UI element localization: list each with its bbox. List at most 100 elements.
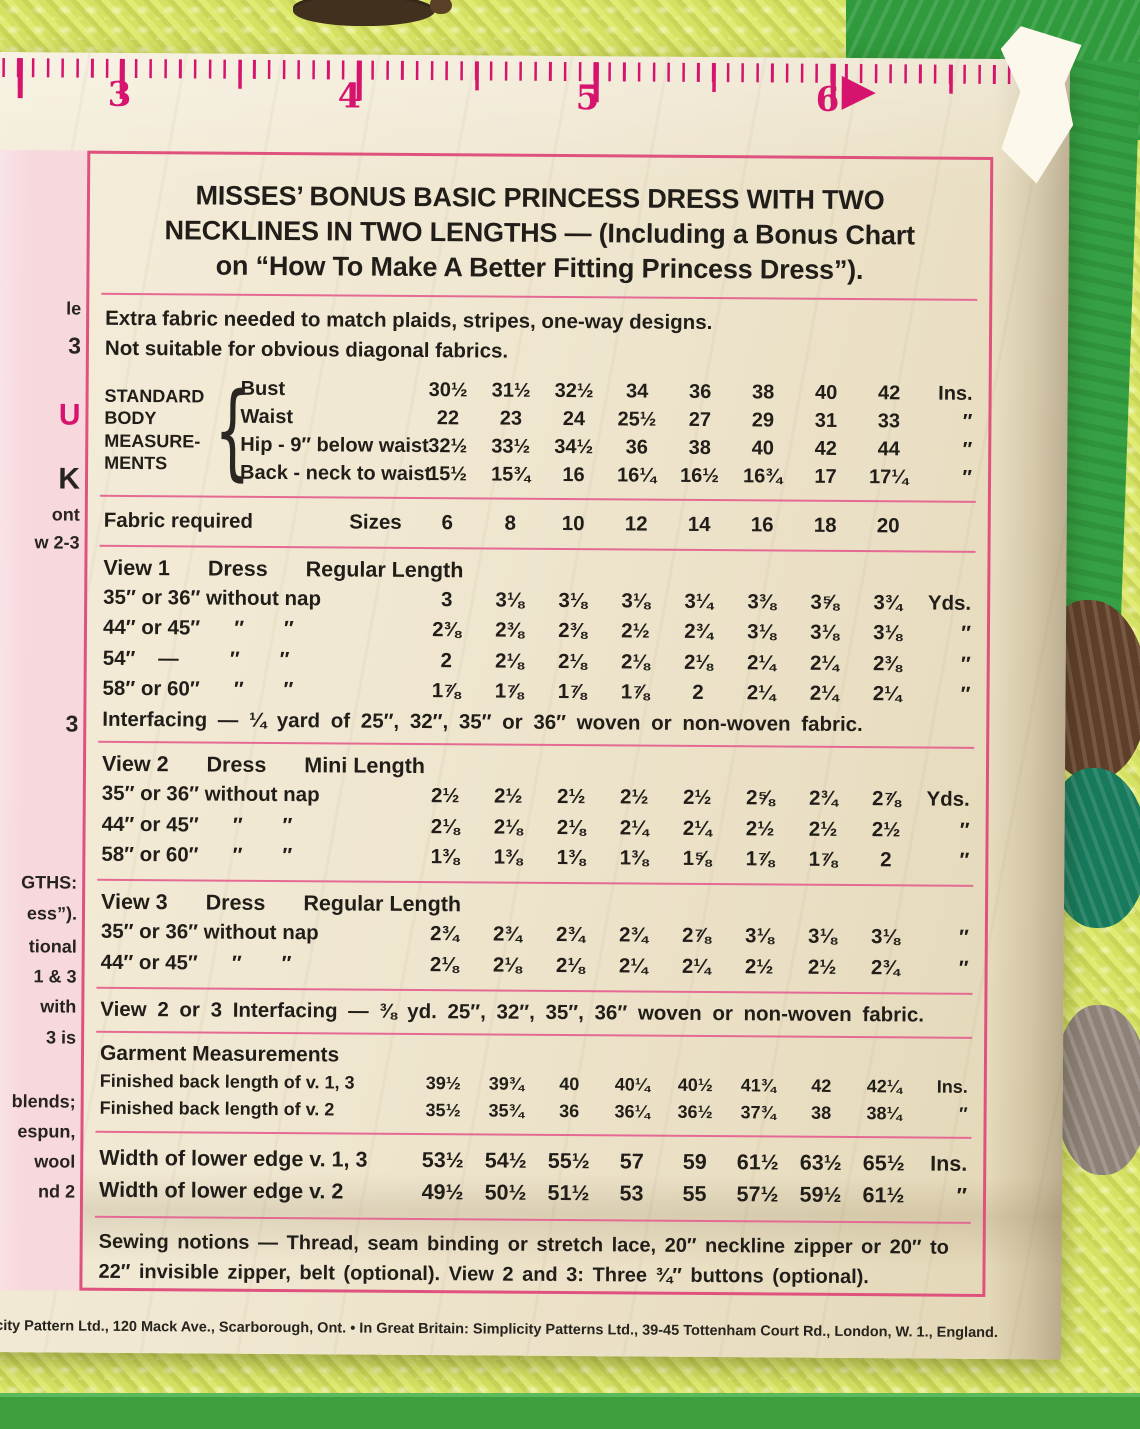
row-unit: ″ (962, 410, 973, 433)
row-value: 2¼ (681, 954, 711, 978)
row-value: 30½ (428, 378, 468, 402)
brace-glyph: { (213, 369, 252, 492)
row-value: 29 (751, 409, 775, 432)
row-value: 3⅛ (621, 589, 651, 613)
size-value: 6 (441, 510, 454, 534)
sewing-notions: Sewing notions — Thread, seam binding or… (98, 1230, 949, 1288)
row-value: 2⅛ (492, 953, 522, 977)
view1-interfacing-note: Interfacing — ¼ yard of 25″, 32″, 35″ or… (102, 708, 863, 737)
row-unit: ″ (958, 926, 969, 950)
measure-row: 58″ or 60″ ″ ″ 1⅞ 1⅞ 1⅞ 1⅞ 2 2¼ 2¼ 2¼ ″ (102, 674, 970, 710)
row-value: 2¼ (809, 681, 839, 705)
label-line: BODY (104, 408, 157, 429)
row-label: 58″ or 60″ ″ ″ (101, 842, 293, 868)
margin-fragment: with (40, 996, 77, 1017)
size-value: 14 (687, 512, 711, 536)
measure-row: 58″ or 60″ ″ ″ 1⅜ 1⅜ 1⅜ 1⅜ 1⅝ 1⅞ 1⅞ 2 ″ (101, 840, 969, 876)
row-value: 57 (619, 1149, 644, 1174)
width-lower-edge-rows: Width of lower edge v. 1, 3 53½ 54½ 55½ 57 59… (99, 1142, 967, 1213)
row-value: 33 (877, 409, 901, 433)
row-value: 38 (751, 381, 775, 404)
row-label: Waist (240, 405, 294, 428)
divider (99, 494, 976, 503)
sizes-label: Sizes (349, 510, 402, 534)
row-value: 32½ (554, 379, 594, 402)
row-value: 2½ (619, 785, 649, 809)
ruler-number: 3 (107, 74, 132, 115)
row-unit: Yds. (926, 787, 970, 812)
size-value: 10 (561, 511, 585, 535)
row-value: 2½ (745, 816, 775, 841)
measure-row: Finished back length of v. 2 35½ 35¾ 36 36¼ 3… (100, 1095, 968, 1128)
row-value: 1⅞ (808, 847, 838, 871)
row-value: 38 (811, 1102, 832, 1123)
green-strip-bottom (0, 1393, 1140, 1429)
row-value: 2½ (556, 785, 586, 809)
row-value: 2½ (682, 786, 712, 810)
body-measurements-block: STANDARD BODY MEASURE- MENTS { Bust 30½ 31… (104, 369, 973, 492)
row-value: 53 (619, 1181, 644, 1206)
view2-heading: View 2 Dress Mini Length (102, 752, 970, 783)
row-value: 55½ (547, 1148, 590, 1174)
ruler-number: 4 (337, 76, 362, 117)
row-value: 35½ (425, 1100, 461, 1121)
row-unit: ″ (958, 956, 969, 980)
row-value: 2¾ (430, 922, 459, 946)
view-garment: Dress (205, 890, 266, 916)
row-value: 1⅝ (682, 846, 712, 871)
row-value: 35¾ (488, 1100, 524, 1121)
size-value: 8 (504, 511, 517, 535)
size-chart-box: MISSES’ BONUS BASIC PRINCESS DRESS WITH … (79, 150, 994, 1297)
brown-yarn-top-left-small (430, 0, 452, 14)
row-value: 49½ (421, 1180, 464, 1205)
body-measurements-label: STANDARD BODY MEASURE- MENTS (104, 385, 215, 476)
view-length: Regular Length (303, 891, 462, 917)
row-unit: ″ (959, 818, 970, 842)
row-value: 3⅜ (747, 590, 777, 614)
fabric-note-line: Not suitable for obvious diagonal fabric… (104, 336, 509, 363)
row-value: 2½ (493, 784, 523, 809)
row-value: 16 (562, 463, 585, 486)
row-value: 22 (436, 406, 460, 429)
row-value: 54½ (484, 1148, 527, 1173)
row-label: 35″ or 36″ without nap (101, 782, 320, 807)
row-value: 65½ (862, 1151, 905, 1176)
row-label: Bust (240, 377, 286, 400)
garment-measurements-heading: Garment Measurements (99, 1041, 340, 1067)
row-value: 27 (688, 408, 712, 431)
row-value: 63½ (799, 1150, 842, 1175)
row-value: 2⅞ (871, 787, 901, 811)
row-value: 2⅛ (494, 649, 524, 673)
row-unit: Ins. (930, 1151, 968, 1176)
row-value: 2¼ (619, 816, 649, 840)
divider (99, 544, 976, 553)
row-value: 39¾ (488, 1073, 524, 1094)
row-unit: ″ (961, 622, 972, 646)
row-value: 2½ (807, 955, 837, 979)
pattern-title: MISSES’ BONUS BASIC PRINCESS DRESS WITH … (105, 178, 974, 289)
label-line: MEASURE- (104, 430, 201, 452)
row-value: 33½ (491, 435, 531, 458)
row-value: 39½ (425, 1073, 461, 1094)
row-value: 42 (811, 1075, 832, 1096)
row-value: 2½ (430, 784, 460, 808)
pink-margin-panel: le 3 U K ont w 2-3 3 GTHS: ess”). tional… (0, 149, 88, 1291)
row-value: 34½ (554, 435, 594, 458)
measure-row: 44″ or 45″ ″ ″ 2⅛ 2⅛ 2⅛ 2¼ 2¼ 2½ 2½ 2¾ ″ (101, 947, 969, 983)
title-line: MISSES’ BONUS BASIC PRINCESS DRESS WITH … (195, 180, 885, 216)
row-value: 2¾ (493, 922, 522, 947)
row-value: 44 (877, 437, 900, 461)
row-value: 36½ (677, 1101, 713, 1123)
row-value: 50½ (484, 1180, 527, 1206)
row-value: 2¼ (872, 682, 902, 706)
row-value: 2¾ (808, 787, 838, 811)
divider (96, 1030, 973, 1039)
divider (96, 986, 973, 995)
row-value: 2¾ (619, 923, 648, 947)
row-value: 53½ (421, 1148, 464, 1173)
row-value: 2½ (808, 817, 838, 841)
row-value: 16¼ (617, 464, 657, 487)
row-value: 2¼ (809, 651, 839, 675)
title-line: NECKLINES IN TWO LENGTHS — (Including a … (164, 215, 915, 251)
row-value: 2¾ (684, 620, 713, 644)
